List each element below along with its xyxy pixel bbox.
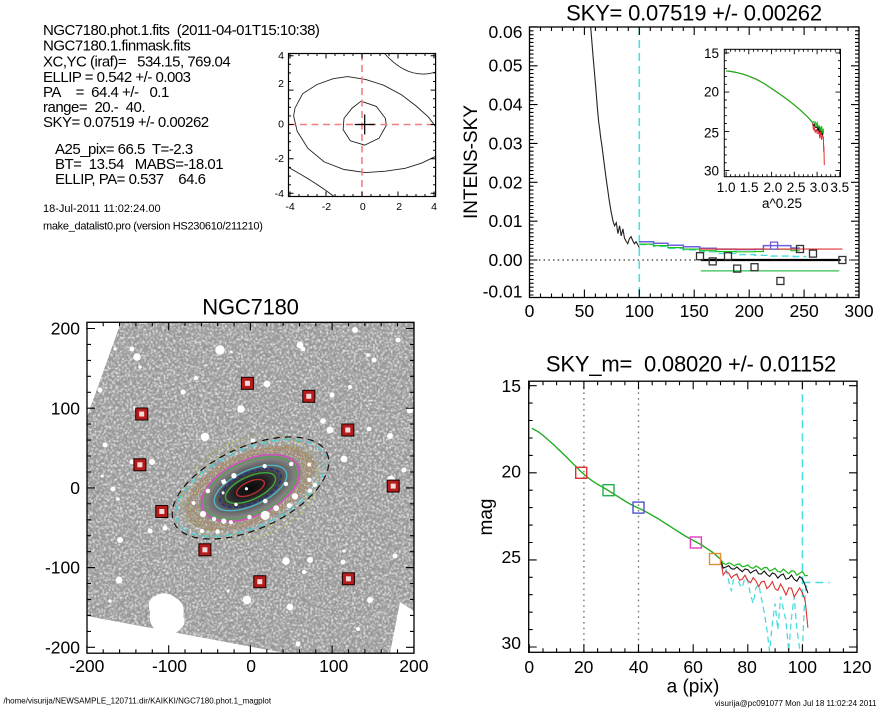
svg-text:ELLIP, PA= 0.537 64.6: ELLIP, PA= 0.537 64.6 — [55, 171, 206, 188]
svg-text:SKY= 0.07519 +/- 0.00262: SKY= 0.07519 +/- 0.00262 — [566, 1, 822, 26]
svg-text:a (pix): a (pix) — [667, 677, 720, 698]
svg-text:100: 100 — [625, 301, 654, 321]
svg-text:-2: -2 — [275, 153, 284, 165]
svg-text:-2: -2 — [322, 201, 331, 213]
svg-text:0: 0 — [524, 657, 534, 677]
svg-text:100: 100 — [51, 398, 80, 418]
svg-text:PA = 64.4 +/- 0.1: PA = 64.4 +/- 0.1 — [43, 84, 169, 101]
svg-text:-100: -100 — [152, 656, 187, 676]
svg-text:-4: -4 — [275, 188, 284, 200]
svg-text:XC,YC (iraf)= 534.15, 769.04: XC,YC (iraf)= 534.15, 769.04 — [43, 54, 230, 71]
svg-text:NGC7180: NGC7180 — [202, 295, 298, 320]
svg-text:2.0: 2.0 — [764, 180, 783, 195]
svg-text:0.03: 0.03 — [488, 133, 522, 153]
svg-text:40: 40 — [629, 657, 649, 677]
svg-text:1.0: 1.0 — [717, 180, 736, 195]
svg-text:a^0.25: a^0.25 — [762, 196, 802, 211]
svg-text:A25_pix= 66.5 T=-2.3: A25_pix= 66.5 T=-2.3 — [55, 141, 193, 158]
svg-text:0: 0 — [278, 119, 284, 131]
svg-text:50: 50 — [575, 301, 595, 321]
svg-text:SKY= 0.07519 +/- 0.00262: SKY= 0.07519 +/- 0.00262 — [43, 114, 209, 131]
svg-text:15: 15 — [502, 376, 521, 396]
svg-text:2: 2 — [396, 201, 402, 213]
svg-text:15: 15 — [704, 46, 719, 61]
svg-text:30: 30 — [502, 633, 522, 653]
svg-text:300: 300 — [844, 301, 873, 321]
svg-text:3.5: 3.5 — [830, 180, 849, 195]
svg-text:0: 0 — [70, 478, 80, 498]
svg-text:0.00: 0.00 — [488, 250, 522, 270]
svg-text:200: 200 — [51, 319, 80, 339]
svg-text:18-Jul-2011 11:02:24.00: 18-Jul-2011 11:02:24.00 — [43, 203, 161, 215]
svg-text:0: 0 — [246, 656, 256, 676]
svg-text:2: 2 — [278, 78, 284, 90]
svg-text:0.05: 0.05 — [488, 56, 522, 76]
svg-text:60: 60 — [683, 657, 703, 677]
svg-text:-100: -100 — [45, 558, 80, 578]
svg-text:-200: -200 — [69, 656, 104, 676]
svg-text:250: 250 — [789, 301, 818, 321]
svg-text:4: 4 — [278, 50, 284, 62]
svg-text:100: 100 — [319, 656, 348, 676]
svg-text:20: 20 — [574, 657, 594, 677]
svg-text:SKY_m= 0.08020 +/- 0.01152: SKY_m= 0.08020 +/- 0.01152 — [546, 352, 836, 377]
svg-text:-4: -4 — [285, 201, 294, 213]
svg-text:range= 20.- 40.: range= 20.- 40. — [43, 99, 145, 116]
svg-text:NGC7180.1.finmask.fits: NGC7180.1.finmask.fits — [43, 38, 190, 55]
svg-text:200: 200 — [735, 301, 764, 321]
svg-text:1.5: 1.5 — [740, 180, 759, 195]
svg-text:2.5: 2.5 — [787, 180, 806, 195]
svg-text:0: 0 — [525, 301, 535, 321]
svg-text:100: 100 — [788, 657, 817, 677]
svg-text:80: 80 — [737, 657, 757, 677]
svg-text:4: 4 — [431, 201, 437, 213]
svg-text:20: 20 — [704, 85, 719, 100]
svg-text:-200: -200 — [45, 637, 80, 657]
svg-text:150: 150 — [680, 301, 709, 321]
svg-text:INTENS-SKY: INTENS-SKY — [461, 105, 482, 219]
svg-text:20: 20 — [502, 462, 522, 482]
svg-text:200: 200 — [399, 656, 428, 676]
svg-text:ELLIP = 0.542 +/- 0.003: ELLIP = 0.542 +/- 0.003 — [43, 69, 191, 86]
svg-text:120: 120 — [842, 657, 871, 677]
svg-text:BT= 13.54 MABS=-18.01: BT= 13.54 MABS=-18.01 — [55, 156, 223, 173]
svg-text:NGC7180.phot.1.fits (2011-04-: NGC7180.phot.1.fits (2011-04-01T15:10:38… — [43, 22, 320, 39]
svg-text:3.0: 3.0 — [810, 180, 829, 195]
svg-text:0.02: 0.02 — [488, 172, 522, 192]
svg-text:mag: mag — [476, 499, 497, 536]
svg-text:0.01: 0.01 — [488, 211, 522, 231]
svg-text:25: 25 — [704, 126, 719, 141]
svg-text:30: 30 — [704, 164, 719, 179]
svg-text:visurija@pc091077 Mon Jul 18: visurija@pc091077 Mon Jul 18 11:02:24 20… — [715, 699, 877, 708]
svg-text:25: 25 — [502, 547, 521, 567]
svg-text:0: 0 — [360, 201, 366, 213]
svg-text:-0.01: -0.01 — [483, 282, 523, 302]
svg-text:/home/visurija/NEWSAMPLE_12071: /home/visurija/NEWSAMPLE_120711.dir/KAIK… — [4, 697, 272, 706]
svg-text:0.04: 0.04 — [488, 95, 522, 115]
svg-text:make_datalist0.pro (version HS: make_datalist0.pro (version HS230610/211… — [43, 221, 263, 233]
svg-text:0.06: 0.06 — [488, 22, 522, 42]
